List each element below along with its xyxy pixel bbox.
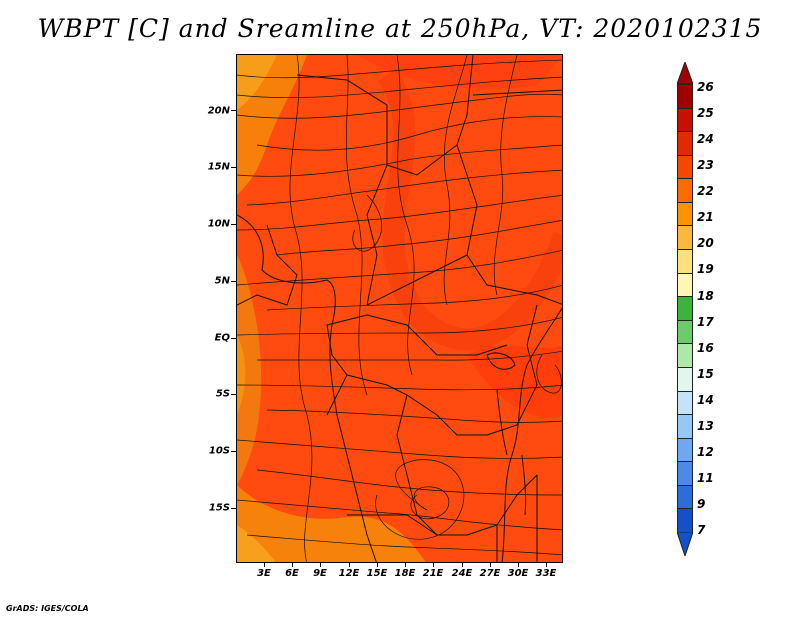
colorbar-label: 7 xyxy=(697,523,706,537)
colorbar-segment xyxy=(677,484,693,510)
colorbar-segment xyxy=(677,201,693,227)
lon-tick xyxy=(349,563,350,567)
colorbar-label: 17 xyxy=(697,315,714,329)
lat-label: 20N xyxy=(207,105,230,117)
lake-victoria xyxy=(486,352,516,370)
lon-tick xyxy=(546,563,547,567)
east-coastline xyxy=(501,307,562,562)
lat-label: EQ xyxy=(214,332,230,344)
colorbar-label: 25 xyxy=(697,106,714,120)
map-field xyxy=(237,55,562,562)
lon-tick xyxy=(462,563,463,567)
colorbar-segment xyxy=(677,390,693,416)
colorbar-segment xyxy=(677,84,693,109)
colorbar-segment xyxy=(677,131,693,156)
colorbar-segment xyxy=(677,272,693,298)
lon-label: 12E xyxy=(338,568,360,579)
colorbar-segment xyxy=(677,319,693,345)
shade-south xyxy=(237,485,426,562)
colorbar-label: 22 xyxy=(697,184,714,198)
lat-tick xyxy=(231,508,236,509)
lon-label: 15E xyxy=(366,568,388,579)
colorbar-label: 9 xyxy=(697,497,706,511)
lat-tick xyxy=(231,338,236,339)
lat-label: 5S xyxy=(215,388,230,400)
lon-label: 27E xyxy=(479,568,501,579)
colorbar-label: 12 xyxy=(697,445,714,459)
colorbar-segment xyxy=(677,225,693,251)
colorbar-top-arrow xyxy=(677,62,693,84)
colorbar-segment xyxy=(677,343,693,368)
shade-east xyxy=(467,345,562,418)
west-coastline xyxy=(237,214,377,562)
lon-label: 30E xyxy=(507,568,529,579)
shade-west-warm xyxy=(237,335,246,415)
credit-text: GrADS: IGES/COLA xyxy=(6,604,89,613)
colorbar-segment xyxy=(677,508,693,533)
colorbar-label: 15 xyxy=(697,367,714,381)
lat-tick xyxy=(231,110,236,111)
lake-tanganyika xyxy=(496,389,508,456)
colorbar-label: 18 xyxy=(697,289,714,303)
colorbar-label: 13 xyxy=(697,419,714,433)
lon-tick xyxy=(377,563,378,567)
lat-label: 5N xyxy=(214,275,230,287)
colorbar-segment xyxy=(677,249,693,274)
lat-tick xyxy=(231,394,236,395)
lat-tick xyxy=(231,451,236,452)
colorbar-segment xyxy=(677,178,693,203)
lat-label: 10S xyxy=(208,445,230,457)
map-panel xyxy=(236,54,563,563)
lon-tick xyxy=(518,563,519,567)
lon-tick xyxy=(292,563,293,567)
colorbar-label: 24 xyxy=(697,132,714,146)
lon-label: 24E xyxy=(451,568,473,579)
colorbar-segment xyxy=(677,437,693,463)
lon-label: 6E xyxy=(285,568,299,579)
colorbar-segment xyxy=(677,154,693,180)
colorbar-label: 11 xyxy=(697,471,714,485)
colorbar-label: 21 xyxy=(697,210,714,224)
lon-tick xyxy=(433,563,434,567)
shade-west xyxy=(237,255,262,485)
lat-tick xyxy=(231,224,236,225)
lake-malawi xyxy=(521,454,527,516)
lat-tick xyxy=(231,167,236,168)
colorbar-segment xyxy=(677,366,693,392)
streamlines xyxy=(237,55,562,562)
lon-tick xyxy=(490,563,491,567)
lat-tick xyxy=(231,281,236,282)
colorbar-label: 26 xyxy=(697,80,714,94)
lon-label: 21E xyxy=(422,568,444,579)
lon-tick xyxy=(320,563,321,567)
lat-label: 15S xyxy=(208,502,230,514)
colorbar-segment xyxy=(677,461,693,486)
colorbar-bottom-arrow xyxy=(677,532,693,556)
country-borders xyxy=(237,55,562,562)
lat-label: 10N xyxy=(207,218,230,230)
lon-tick xyxy=(405,563,406,567)
lon-label: 9E xyxy=(313,568,327,579)
colorbar-segment xyxy=(677,296,693,321)
colorbar-label: 20 xyxy=(697,236,714,250)
shade-southwest xyxy=(237,525,276,562)
colorbar-segment xyxy=(677,107,693,133)
colorbar-label: 23 xyxy=(697,158,714,172)
lon-label: 18E xyxy=(394,568,416,579)
colorbar-label: 16 xyxy=(697,341,714,355)
lon-tick xyxy=(264,563,265,567)
colorbar-label: 19 xyxy=(697,262,714,276)
lat-label: 15N xyxy=(207,161,230,173)
colorbar-label: 14 xyxy=(697,393,714,407)
lon-label: 3E xyxy=(257,568,271,579)
chart-title: WBPT [C] and Sreamline at 250hPa, VT: 20… xyxy=(37,14,763,43)
lon-label: 33E xyxy=(535,568,557,579)
colorbar-segment xyxy=(677,414,693,439)
